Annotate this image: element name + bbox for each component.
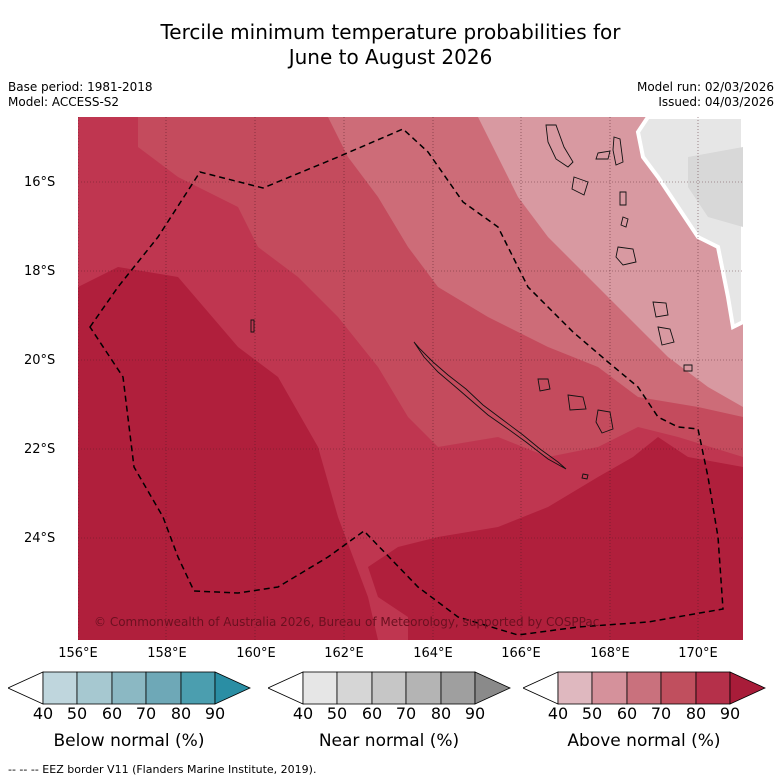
cbar-above-tick: 90 — [719, 704, 741, 723]
lat-label-18s: 18°S — [24, 264, 56, 279]
base-period: Base period: 1981-2018 — [8, 80, 153, 94]
colorbar-above — [523, 671, 766, 705]
cbar-below-tick: 80 — [170, 704, 192, 723]
colorbar-below — [8, 671, 251, 705]
cbar-near-tick: 40 — [292, 704, 314, 723]
lat-label-22s: 22°S — [24, 442, 56, 457]
coastlines — [250, 124, 693, 480]
cbar-above-tick: 60 — [616, 704, 638, 723]
cbar-below-tick: 70 — [135, 704, 157, 723]
model-name: Model: ACCESS-S2 — [8, 95, 120, 109]
lon-label-164e: 164°E — [413, 646, 453, 661]
meta-left: Base period: 1981-2018 Model: ACCESS-S2 — [8, 80, 153, 110]
cbar-below-tick: 50 — [66, 704, 88, 723]
cbar-near-tick: 80 — [430, 704, 452, 723]
grid — [78, 117, 743, 640]
cbar-near-tick: 50 — [326, 704, 348, 723]
eez-border — [89, 128, 724, 636]
lat-label-24s: 24°S — [24, 531, 56, 546]
cbar-near-tick: 90 — [464, 704, 486, 723]
lon-label-160e: 160°E — [236, 646, 276, 661]
lat-label-20s: 20°S — [24, 353, 56, 368]
title-line-1: Tercile minimum temperature probabilitie… — [160, 20, 621, 44]
cbar-above-tick: 40 — [547, 704, 569, 723]
cbar-below-tick: 90 — [204, 704, 226, 723]
lon-label-156e: 156°E — [58, 646, 98, 661]
colorbar-near — [268, 671, 511, 705]
lon-label-170e: 170°E — [678, 646, 718, 661]
eez-legend: -- -- -- EEZ border V11 (Flanders Marine… — [8, 763, 317, 776]
chart-title: Tercile minimum temperature probabilitie… — [0, 20, 781, 70]
model-run: Model run: 02/03/2026 — [636, 80, 774, 94]
cbar-above-tick: 50 — [581, 704, 603, 723]
meta-right: Model run: 02/03/2026 Issued: 04/03/2026 — [637, 80, 774, 110]
lon-label-166e: 166°E — [501, 646, 541, 661]
map-credit: © Commonwealth of Australia 2026, Bureau… — [94, 615, 600, 629]
lon-label-162e: 162°E — [324, 646, 364, 661]
colorbar-near-label: Near normal (%) — [318, 731, 460, 751]
cbar-above-tick: 70 — [650, 704, 672, 723]
cbar-near-tick: 70 — [395, 704, 417, 723]
lat-label-16s: 16°S — [24, 175, 56, 190]
cbar-above-tick: 80 — [685, 704, 707, 723]
cbar-below-tick: 40 — [32, 704, 54, 723]
probability-map: © Commonwealth of Australia 2026, Bureau… — [78, 117, 743, 640]
title-line-2: June to August 2026 — [288, 45, 493, 69]
colorbar-below-label: Below normal (%) — [53, 731, 205, 751]
lon-label-168e: 168°E — [590, 646, 630, 661]
cbar-near-tick: 60 — [361, 704, 383, 723]
cbar-below-tick: 60 — [101, 704, 123, 723]
colorbar-above-label: Above normal (%) — [567, 731, 721, 751]
issued-date: Issued: 04/03/2026 — [658, 95, 774, 109]
zone-near-50-60 — [688, 147, 743, 227]
lon-label-158e: 158°E — [147, 646, 187, 661]
